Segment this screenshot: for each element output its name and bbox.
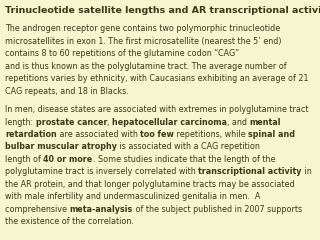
Text: microsatellites in exon 1. The first microsatellite (nearest the 5’ end): microsatellites in exon 1. The first mic…	[5, 37, 282, 46]
Text: CAG repeats, and 18 in Blacks.: CAG repeats, and 18 in Blacks.	[5, 87, 129, 96]
Text: with male infertility and undermasculinized genitalia in men.  A: with male infertility and undermasculini…	[5, 192, 260, 201]
Text: spinal and: spinal and	[248, 130, 295, 139]
Text: polyglutamine tract is inversely correlated with: polyglutamine tract is inversely correla…	[5, 167, 198, 176]
Text: and is thus known as the polyglutamine tract. The average number of: and is thus known as the polyglutamine t…	[5, 62, 287, 71]
Text: are associated with: are associated with	[57, 130, 140, 139]
Text: length of: length of	[5, 155, 44, 164]
Text: . Some studies indicate that the length of the: . Some studies indicate that the length …	[92, 155, 275, 164]
Text: bulbar muscular atrophy: bulbar muscular atrophy	[5, 143, 117, 151]
Text: retardation: retardation	[5, 130, 57, 139]
Text: ,: ,	[107, 118, 112, 127]
Text: , and: , and	[227, 118, 250, 127]
Text: the existence of the correlation.: the existence of the correlation.	[5, 217, 134, 226]
Text: hepatocellular carcinoma: hepatocellular carcinoma	[112, 118, 227, 127]
Text: prostate cancer: prostate cancer	[36, 118, 107, 127]
Text: of the subject published in 2007 supports: of the subject published in 2007 support…	[133, 204, 302, 214]
Text: transcriptional activity: transcriptional activity	[198, 167, 302, 176]
Text: 40 or more: 40 or more	[44, 155, 92, 164]
Text: Trinucleotide satellite lengths and AR transcriptional activity: Trinucleotide satellite lengths and AR t…	[5, 6, 320, 15]
Text: in: in	[302, 167, 311, 176]
Text: too few: too few	[140, 130, 174, 139]
Text: meta-analysis: meta-analysis	[69, 204, 133, 214]
Text: the AR protein, and that longer polyglutamine tracts may be associated: the AR protein, and that longer polyglut…	[5, 180, 295, 189]
Text: is associated with a CAG repetition: is associated with a CAG repetition	[117, 143, 260, 151]
Text: mental: mental	[250, 118, 281, 127]
Text: repetitions, while: repetitions, while	[174, 130, 248, 139]
Text: In men, disease states are associated with extremes in polyglutamine tract: In men, disease states are associated wi…	[5, 105, 308, 114]
Text: comprehensive: comprehensive	[5, 204, 69, 214]
Text: repetitions varies by ethnicity, with Caucasians exhibiting an average of 21: repetitions varies by ethnicity, with Ca…	[5, 74, 308, 83]
Text: The androgen receptor gene contains two polymorphic trinucleotide: The androgen receptor gene contains two …	[5, 24, 280, 33]
Text: length:: length:	[5, 118, 36, 127]
Text: contains 8 to 60 repetitions of the glutamine codon “CAG”: contains 8 to 60 repetitions of the glut…	[5, 49, 239, 58]
